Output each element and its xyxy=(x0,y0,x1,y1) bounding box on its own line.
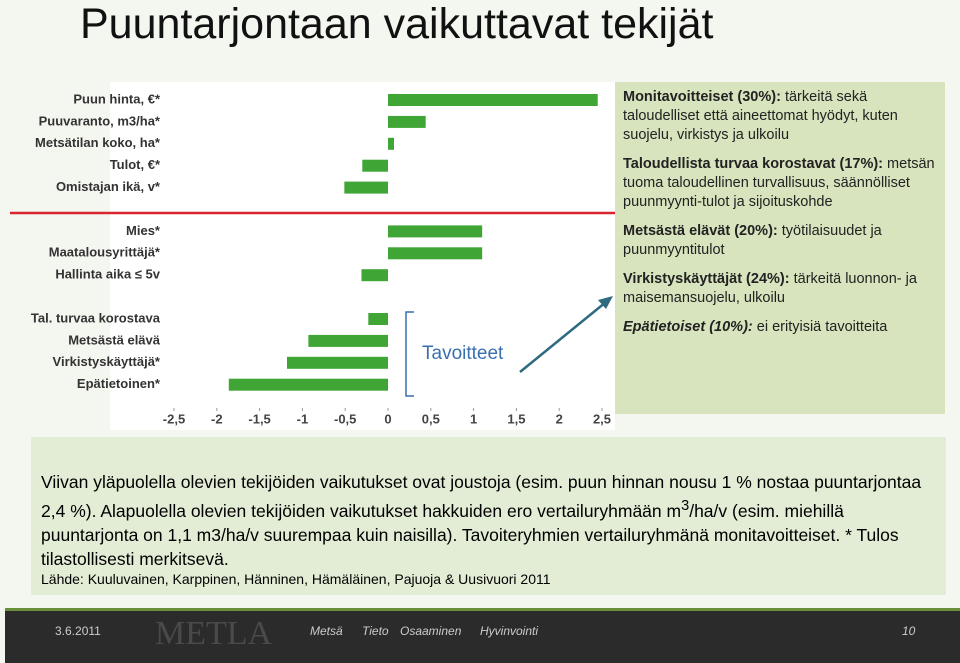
x-tick-label: 2,5 xyxy=(593,411,611,426)
bar xyxy=(388,115,426,128)
x-tick-label: 0,5 xyxy=(422,411,440,426)
arrow-head xyxy=(598,296,613,309)
legend-text: ei erityisiä tavoitteita xyxy=(756,319,888,335)
arrow xyxy=(519,301,607,373)
y-tick-label: Virkistyskäyttäjä* xyxy=(53,354,161,369)
y-tick-label: Maatalousyrittäjä* xyxy=(49,245,161,260)
y-tick-label: Tulot, €* xyxy=(110,157,161,172)
x-tick-label: 1 xyxy=(470,411,477,426)
y-tick-label: Puun hinta, €* xyxy=(73,91,161,106)
x-tick-label: -1,5 xyxy=(248,411,270,426)
footer-bar xyxy=(5,610,960,663)
bar xyxy=(344,181,388,194)
footer-word: Metsä xyxy=(310,624,343,638)
y-tick-label: Omistajan ikä, v* xyxy=(56,179,161,194)
legend-entry: Taloudellista turvaa korostavat (17%): m… xyxy=(623,155,937,212)
y-tick-label: Epätietoinen* xyxy=(77,376,161,391)
y-tick-label: Tal. turvaa korostava xyxy=(31,310,161,325)
legend-head: Epätietoiset (10%): xyxy=(623,319,753,335)
legend-text: metsän tuoma taloudellinen turvallisuus,… xyxy=(623,156,935,210)
note-sup: 3 xyxy=(681,498,690,514)
x-tick-label: 2 xyxy=(556,411,563,426)
slide-title: Puuntarjontaan vaikuttavat tekijät xyxy=(80,0,714,48)
legend-text: työtilaisuudet ja puunmyyntitulot xyxy=(623,223,882,258)
note-text: Viivan yläpuolella olevien tekijöiden va… xyxy=(41,472,922,521)
page-number: 10 xyxy=(902,624,916,638)
x-tick-label: -2 xyxy=(211,411,223,426)
y-tick-label: Metsästä elävä xyxy=(68,332,161,347)
bracket xyxy=(405,311,414,397)
legend-head: Taloudellista turvaa korostavat (17%): xyxy=(623,156,884,172)
legend-entry: Monitavoitteiset (30%): tärkeitä sekä ta… xyxy=(623,88,937,145)
annotation: Tavoitteet xyxy=(422,343,504,364)
bar xyxy=(228,378,388,391)
bar xyxy=(388,247,483,260)
footer-date: 3.6.2011 xyxy=(55,624,101,638)
chart-background xyxy=(110,82,615,430)
x-tick-label: -0,5 xyxy=(334,411,356,426)
legend-head: Monitavoitteiset (30%): xyxy=(623,89,781,105)
footer-accent xyxy=(5,608,960,611)
bar xyxy=(388,137,394,150)
bar xyxy=(368,313,388,325)
x-tick-label: 0 xyxy=(384,411,391,426)
note-text: /ha/v (esim. miehillä puuntarjonta on 1,… xyxy=(41,500,899,569)
legend-entry: Epätietoiset (10%): ei erityisiä tavoitt… xyxy=(623,318,937,337)
footer-word: Osaaminen xyxy=(400,624,462,638)
bar xyxy=(388,225,483,238)
bar xyxy=(286,356,388,369)
legend-head: Virkistyskäyttäjät (24%): xyxy=(623,271,790,287)
x-tick-label: -1 xyxy=(297,411,309,426)
source: Lähde: Kuuluvainen, Karppinen, Hänninen,… xyxy=(41,570,551,587)
legend-head: Metsästä elävät (20%): xyxy=(623,223,778,239)
legend-text: tärkeitä sekä taloudelliset että aineett… xyxy=(623,89,898,143)
x-tick-label: 1,5 xyxy=(507,411,525,426)
x-tick-label: -2,5 xyxy=(163,411,185,426)
legend-entry: Metsästä elävät (20%): työtilaisuudet ja… xyxy=(623,222,937,260)
bar xyxy=(362,159,388,172)
footer-logo: METLA xyxy=(155,615,273,652)
footer-word: Tieto xyxy=(362,624,389,638)
y-tick-label: Mies* xyxy=(126,223,161,238)
y-tick-label: Hallinta aika ≤ 5v xyxy=(55,267,160,282)
bar xyxy=(388,94,598,106)
legend-text: tärkeitä luonnon- ja maisemansuojelu, ul… xyxy=(623,271,917,306)
bar xyxy=(308,334,388,347)
y-tick-label: Metsätilan koko, ha* xyxy=(35,135,161,150)
y-tick-label: Puuvaranto, m3/ha* xyxy=(39,113,161,128)
note-box: Viivan yläpuolella olevien tekijöiden va… xyxy=(31,437,946,595)
bar xyxy=(361,269,388,282)
legend-box: Monitavoitteiset (30%): tärkeitä sekä ta… xyxy=(615,82,945,414)
footer-word: Hyvinvointi xyxy=(480,624,538,638)
legend-entry: Virkistyskäyttäjät (24%): tärkeitä luonn… xyxy=(623,270,937,308)
